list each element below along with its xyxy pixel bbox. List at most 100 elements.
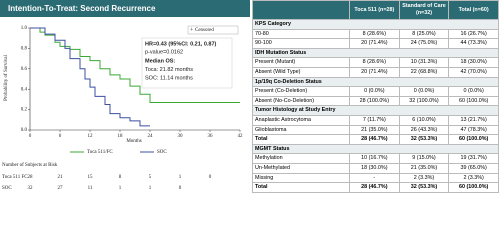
chart-title: Intention-To-Treat: Second Recurrence	[8, 4, 156, 13]
annotation: p-value=0.0162	[145, 49, 183, 55]
table-cell: 32 (53.3%)	[398, 134, 450, 145]
table-cell: 28 (46.7%)	[349, 134, 400, 145]
section-title: Tumor Histology at Study Entry	[252, 105, 499, 116]
section-row: MGMT Status	[252, 143, 499, 155]
table-cell: 26 (43.3%)	[398, 124, 450, 136]
column-header: Standard of Care (n=32)	[398, 0, 450, 20]
x-tick-label: 12	[88, 134, 94, 139]
header-row: Toca 511 (n=28) Standard of Care (n=32) To…	[252, 0, 499, 20]
risk-count: 15	[88, 175, 94, 180]
table-cell: 8 (28.6%)	[349, 57, 400, 68]
table-cell: Absent (No-Co-Deletion)	[252, 95, 350, 107]
table-cell: 70-80	[252, 28, 350, 40]
table-cell: 60 (100.0%)	[448, 95, 499, 107]
risk-count: 1	[179, 175, 182, 180]
table-cell: -	[349, 172, 400, 184]
table-cell: Total	[252, 134, 350, 145]
table-cell: 42 (70.0%)	[448, 66, 499, 78]
table-cell: 22 (68.8%)	[398, 66, 450, 78]
section-row: Tumor Histology at Study Entry	[252, 105, 499, 116]
risk-row-label: Toca 511 FC	[2, 175, 28, 180]
chart: Intention-To-Treat: Second Recurrence Pr…	[0, 0, 250, 191]
table-cell: 16 (26.7%)	[448, 28, 499, 40]
table-cell: 20 (71.4%)	[349, 38, 400, 49]
table-cell: 6 (10.0%)	[398, 114, 450, 126]
annotation: HR=0.43 (95%CI: 0.21, 0.87)	[145, 41, 217, 47]
table-cell: Methylation	[252, 153, 350, 164]
x-tick-label: 18	[118, 134, 124, 139]
table-cell: 0 (0.0%)	[349, 86, 400, 97]
table-row: Glioblastoma 21 (35.0%) 26 (43.3%) 47 (78.3…	[252, 124, 499, 136]
risk-count: 8	[119, 175, 122, 180]
table-cell: 19 (31.7%)	[448, 153, 499, 164]
km-curve	[30, 27, 150, 127]
legend-label: SOC	[157, 150, 167, 155]
table-cell: 32 (53.3%)	[398, 182, 450, 193]
x-tick-label: 36	[208, 134, 214, 139]
risk-count: 5	[149, 175, 152, 180]
y-tick-label: 0.0	[21, 128, 28, 133]
table-cell: 18 (30.0%)	[349, 162, 400, 174]
table-cell: Un-Methylated	[252, 162, 350, 174]
table-cell: Missing	[252, 172, 350, 184]
table-row: Absent (Wild Type) 20 (71.4%) 22 (68.8%) 42…	[252, 66, 499, 78]
y-tick-label: 1.0	[21, 26, 28, 31]
x-tick-label: 42	[238, 134, 244, 139]
table-cell: 32 (100.0%)	[398, 95, 450, 107]
table-cell: 28 (100.0%)	[349, 95, 400, 107]
risk-title: Number of Subjects at Risk	[2, 163, 58, 168]
annotation: Median OS:	[145, 58, 175, 64]
table-cell: 21 (35.0%)	[398, 162, 450, 174]
risk-count: 21	[58, 175, 64, 180]
table-cell: 2 (3.3%)	[398, 172, 450, 184]
table-cell: Total	[252, 182, 350, 193]
table-row: 70-80 8 (28.6%) 8 (25.0%) 16 (26.7%)	[252, 28, 499, 40]
table-cell: 18 (30.0%)	[448, 57, 499, 68]
table-cell: 0 (0.0%)	[448, 86, 499, 97]
table-cell: 60 (100.0%)	[448, 134, 499, 145]
table-cell: 60 (100.0%)	[448, 182, 499, 193]
table-cell: 44 (73.3%)	[448, 38, 499, 49]
section-row: KPS Category	[252, 19, 499, 30]
table-row: Absent (No-Co-Deletion) 28 (100.0%) 32 (10…	[252, 95, 499, 107]
column-header: Total (n=60)	[448, 0, 499, 20]
risk-row-label: SOC	[2, 186, 12, 191]
annotation: SOC: 11.14 months	[145, 75, 193, 81]
risk-count: 0	[179, 186, 182, 191]
table-row: Present (Mutant) 8 (28.6%) 10 (31.3%) 18 (3…	[252, 57, 499, 68]
risk-count: 0	[209, 175, 212, 180]
legend-box	[187, 25, 239, 35]
column-header: Toca 511 (n=28)	[349, 0, 400, 20]
table-cell: Anaplastic Astrocytoma	[252, 114, 350, 126]
table-cell: 2 (3.3%)	[448, 172, 499, 184]
table-row: Present (Co-Deletion) 0 (0.0%) 0 (0.0%) 0 (…	[252, 86, 499, 97]
table-cell: 8 (28.6%)	[349, 28, 400, 40]
table-row: Total 28 (46.7%) 32 (53.3%) 60 (100.0%)	[252, 182, 499, 193]
table-cell: 13 (21.7%)	[448, 114, 499, 126]
y-tick-label: 0.2	[21, 108, 28, 113]
title-bar	[0, 0, 250, 17]
x-tick-label: 30	[178, 134, 184, 139]
section-title: IDH Mutation Status	[252, 47, 499, 59]
x-tick-label: 24	[148, 134, 154, 139]
table-cell: 24 (75.0%)	[398, 38, 450, 49]
table-cell: 0 (0.0%)	[398, 86, 450, 97]
header-cell	[252, 0, 350, 20]
table-row: Un-Methylated 18 (30.0%) 21 (35.0%) 39 (65.…	[252, 162, 499, 174]
y-tick-label: 0.6	[21, 67, 28, 72]
table-cell: Present (Mutant)	[252, 57, 350, 68]
table-cell: 8 (25.0%)	[398, 28, 450, 40]
y-axis-label: Probability of Survival	[4, 54, 9, 100]
table-cell: Absent (Wild Type)	[252, 66, 350, 78]
section-title: MGMT Status	[252, 143, 499, 155]
x-tick-label: 6	[59, 134, 62, 139]
table-row: Missing -2 (3.3%) 2 (3.3%)	[252, 172, 499, 184]
x-axis-label: Months	[126, 139, 141, 144]
table-cell: Glioblastoma	[252, 124, 350, 136]
table-cell: 21 (35.0%)	[349, 124, 400, 136]
annotation: Toca: 21.82 months	[145, 67, 193, 73]
risk-count: 28	[28, 175, 34, 180]
legend-label: Censored	[195, 28, 214, 33]
table-cell: 39 (65.0%)	[448, 162, 499, 174]
legend-label: Toca 511/FC	[87, 150, 113, 155]
